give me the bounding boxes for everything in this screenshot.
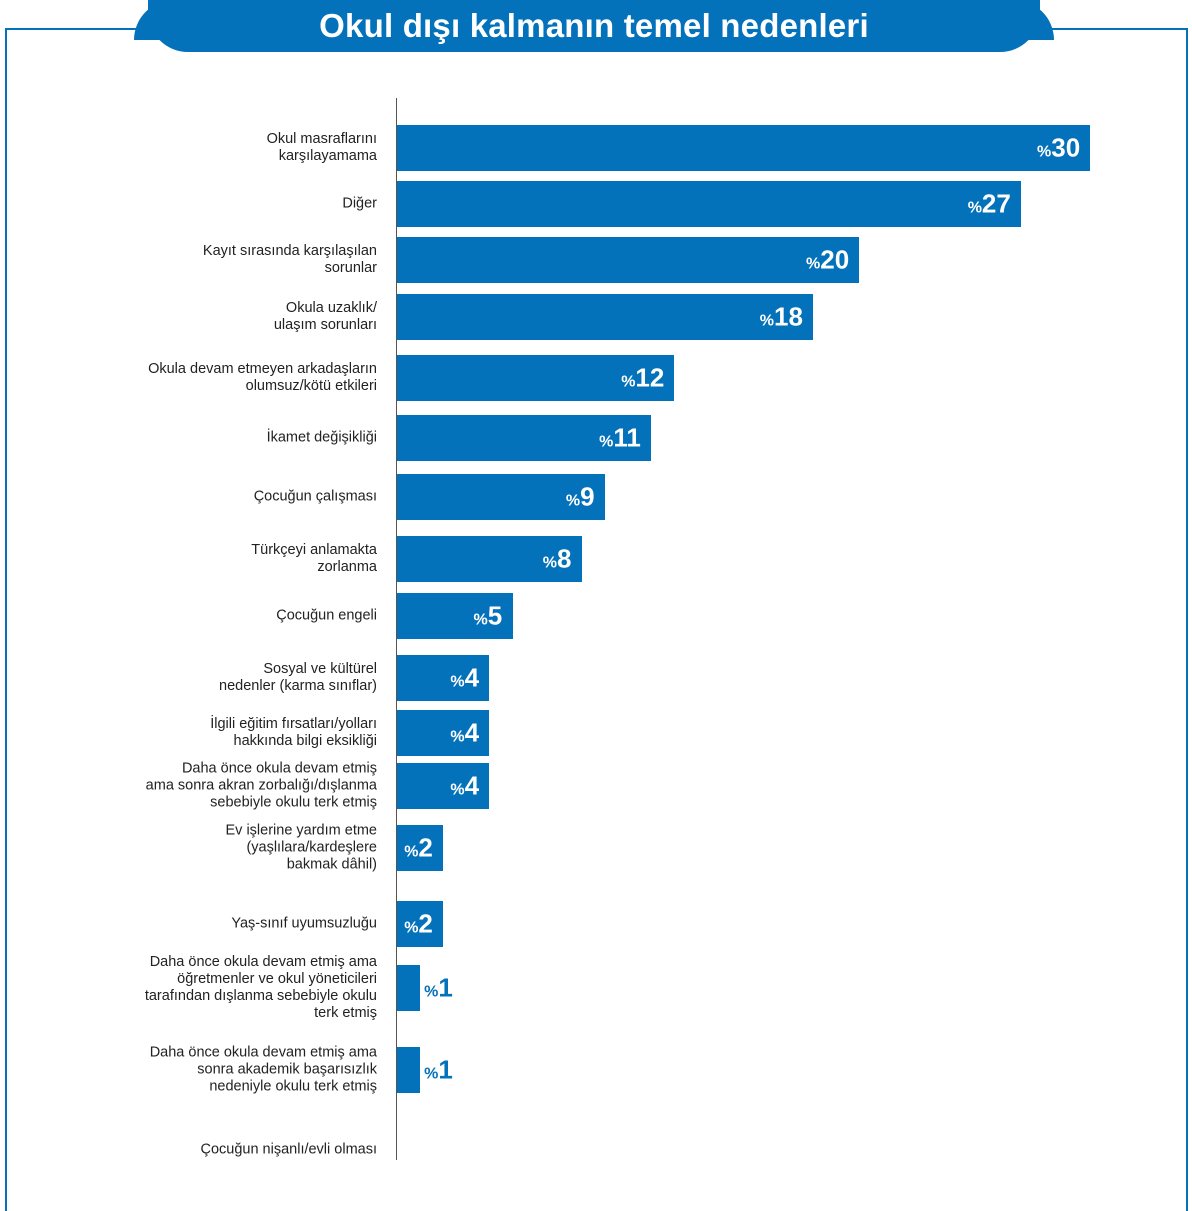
bar [397,710,490,756]
data-label: %9 [565,481,595,512]
data-label: %8 [542,543,572,574]
category-label: Okula devam etmeyen arkadaşların olumsuz… [148,361,377,394]
bar [397,593,513,639]
category-label: Okula uzaklık/ ulaşım sorunları [273,300,377,333]
category-label: Daha önce okula devam etmiş ama öğretmen… [144,954,377,1021]
bar [397,655,490,701]
bar [397,825,444,871]
category-label: Çocuğun çalışması [253,488,377,505]
category-label: Sosyal ve kültürel nedenler (karma sınıf… [219,661,377,694]
data-label: %1 [424,972,453,1003]
category-label: Daha önce okula devam etmiş ama sonra ak… [145,760,377,811]
y-axis-line [396,98,397,1160]
bar [397,125,1090,171]
bar [397,474,605,520]
bar [397,294,813,340]
category-label: Türkçeyi anlamakta zorlanma [251,542,377,575]
bar [397,536,582,582]
data-label: %4 [450,662,480,693]
category-label: Diğer [342,195,377,212]
data-label: %20 [806,244,850,275]
data-label: %2 [404,908,433,939]
category-label: Ev işlerine yardım etme (yaşlılara/karde… [225,822,378,873]
data-label: %18 [759,301,803,332]
bar [397,415,652,461]
data-label: %5 [473,600,503,631]
data-label: %2 [404,832,433,863]
bar [397,901,444,947]
data-label: %1 [424,1054,453,1085]
data-label: %4 [450,770,480,801]
bar [397,355,675,401]
category-label: İkamet değişikliği [266,429,377,446]
category-label: Yaş-sınıf uyumsuzluğu [231,915,377,932]
category-label: Okul masraflarını karşılayamama [266,131,377,164]
chart-title: Okul dışı kalmanın temel nedenleri [134,0,1054,52]
category-label: Daha önce okula devam etmiş ama sonra ak… [149,1044,377,1095]
category-label: İlgili eğitim fırsatları/yolları hakkınd… [210,716,377,749]
data-label: %27 [967,188,1011,219]
bar [397,965,421,1011]
data-label: %30 [1037,132,1081,163]
data-label: %4 [450,717,480,748]
bar [397,1047,421,1093]
bar [397,763,490,809]
bar [397,237,859,283]
category-label: Kayıt sırasında karşılaşılan sorunlar [202,243,377,276]
category-label: Çocuğun engeli [276,607,377,624]
category-label: Çocuğun nişanlı/evli olması [200,1141,377,1158]
data-label: %11 [599,422,641,453]
data-label: %12 [621,362,665,393]
bar [397,181,1021,227]
